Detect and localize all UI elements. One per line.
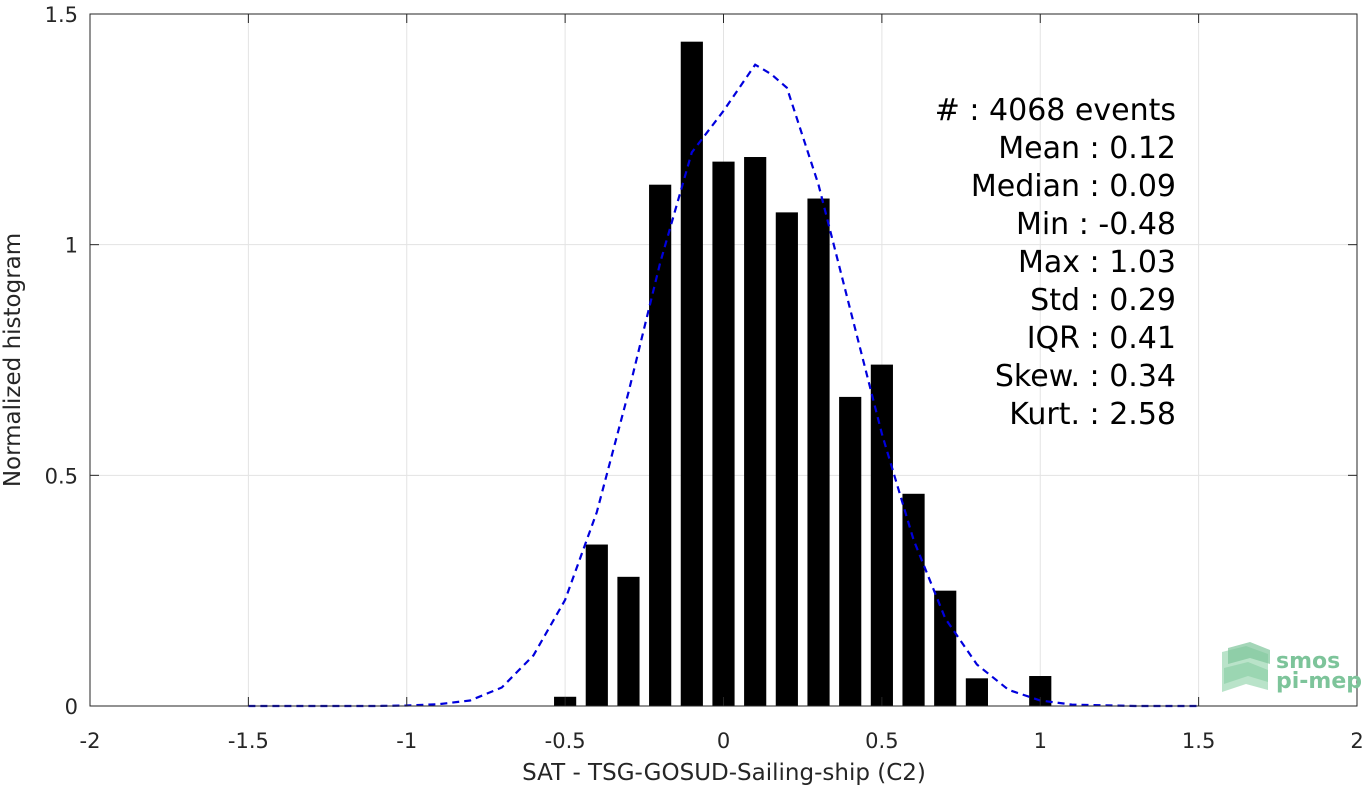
smos-pi-mep-logo: smos pi-mep [1222,642,1362,694]
histogram-bars [554,41,1052,707]
logo-line1: smos [1276,649,1340,674]
stat-line: Min : -0.48 [1016,207,1176,242]
fit-curve [248,63,1199,708]
histogram-bar [712,161,735,707]
histogram-bar [839,396,862,706]
x-tick-label: 0.5 [865,729,898,753]
axis-ticks [89,13,1358,707]
x-axis-label: SAT - TSG-GOSUD-Sailing-ship (C2) [522,760,926,786]
logo-emblem-icon [1222,642,1270,692]
y-tick-label: 1 [65,234,78,258]
y-axis-label: Normalized histogram [0,233,26,487]
histogram-bar [585,544,608,706]
y-tick-label: 0 [65,695,78,719]
x-tick-labels: -2 -1.5 -1 -0.5 0 0.5 1 1.5 2 [80,729,1364,753]
histogram-bar [649,184,672,706]
x-tick-label: 1.5 [1182,729,1215,753]
histogram-bar [807,198,830,707]
stat-line: Skew. : 0.34 [995,359,1176,394]
histogram-bar [744,157,767,707]
histogram-bar [934,590,957,706]
stat-line: IQR : 0.41 [1027,321,1176,356]
x-tick-label: 0 [717,729,730,753]
x-tick-label: 2 [1350,729,1363,753]
x-tick-label: -1 [396,729,417,753]
stat-line: Kurt. : 2.58 [1009,397,1176,432]
x-tick-label: 1 [1034,729,1047,753]
histogram-bar [775,212,798,706]
logo-line2: pi-mep [1276,669,1362,694]
histogram-bar [902,493,925,706]
histogram-bar [965,678,988,706]
stat-line: # : 4068 events [935,93,1176,128]
stat-line: Std : 0.29 [1030,283,1176,318]
histogram-bar [870,364,893,706]
stat-line: Median : 0.09 [971,169,1176,204]
x-tick-label: -1.5 [228,729,269,753]
y-tick-label: 0.5 [45,464,78,488]
x-tick-label: -0.5 [545,729,586,753]
y-tick-labels: 0 0.5 1 1.5 [45,3,78,719]
stat-line: Mean : 0.12 [998,131,1176,166]
histogram-bar [680,41,703,707]
stat-line: Max : 1.03 [1018,245,1176,280]
y-tick-label: 1.5 [45,3,78,27]
histogram-bar [617,576,640,706]
x-tick-label: -2 [80,729,101,753]
